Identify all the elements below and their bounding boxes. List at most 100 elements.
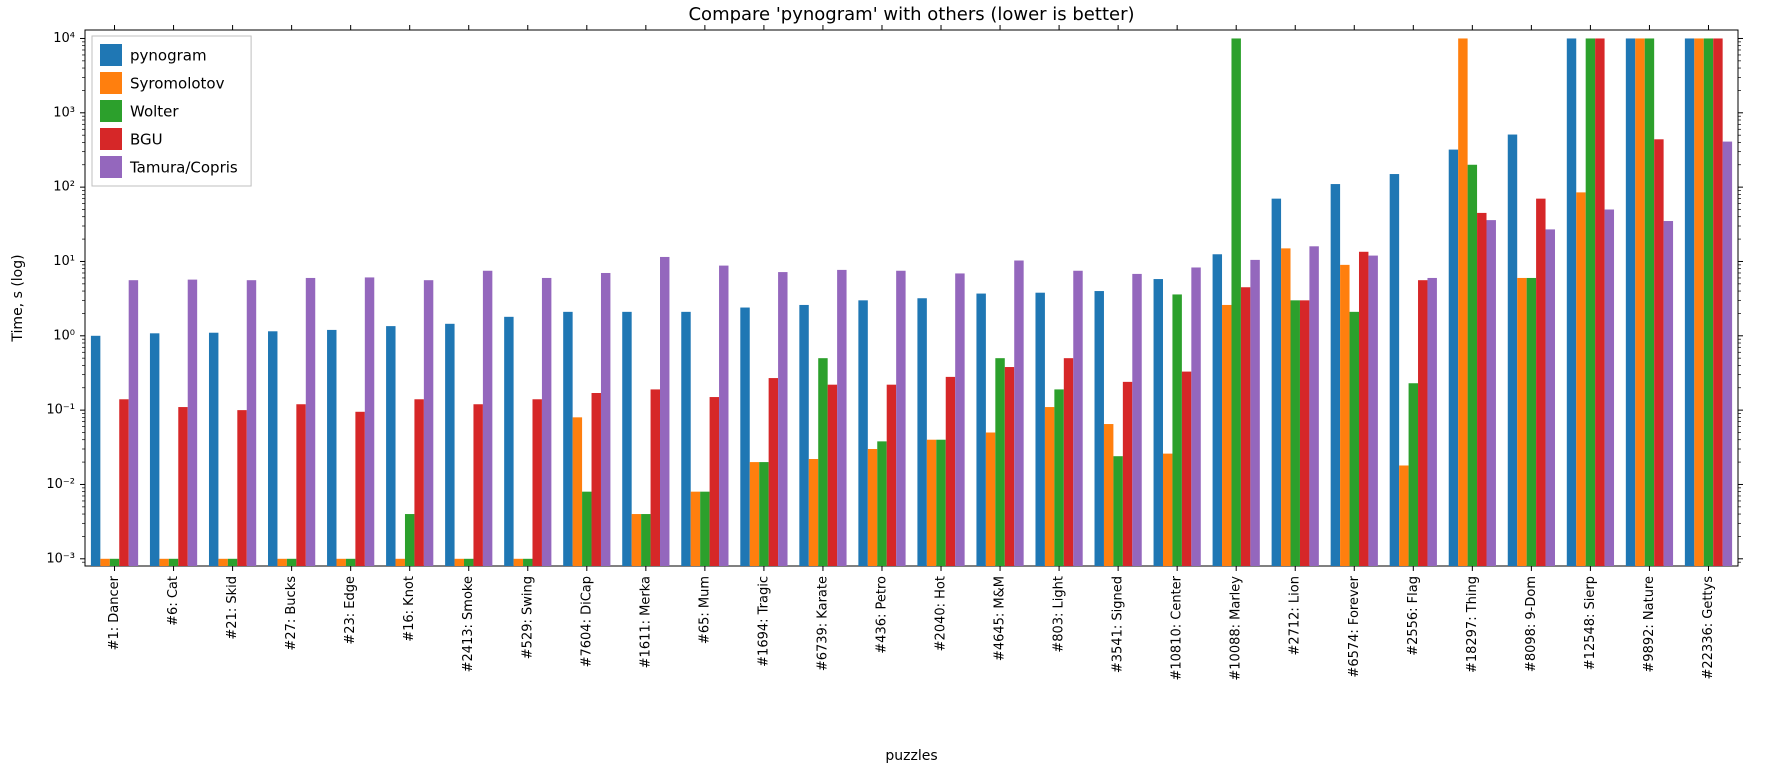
bar — [119, 399, 128, 566]
bar — [346, 559, 355, 566]
legend-swatch — [100, 72, 122, 94]
x-tick-label: #10810: Center — [1170, 575, 1185, 680]
bar — [110, 559, 119, 566]
bar — [159, 559, 168, 566]
bar — [1154, 279, 1163, 566]
bar — [592, 393, 601, 566]
bar — [641, 514, 650, 566]
bar — [818, 358, 827, 566]
bar — [1368, 256, 1377, 566]
bar — [1427, 278, 1436, 566]
bar — [1281, 248, 1290, 566]
bar — [1527, 278, 1536, 566]
bar — [1654, 139, 1663, 566]
y-tick-label: 10⁻³ — [46, 551, 75, 566]
bar — [188, 280, 197, 566]
bar — [355, 412, 364, 566]
x-tick-label: #21: Skid — [225, 576, 240, 640]
bar — [1694, 38, 1703, 566]
x-tick-label: #1611: Merka — [638, 576, 653, 668]
bar — [868, 449, 877, 566]
bar — [946, 377, 955, 566]
bar — [542, 278, 551, 566]
bar — [750, 462, 759, 566]
bar — [632, 514, 641, 566]
bar — [1035, 293, 1044, 566]
bar — [1536, 199, 1545, 566]
x-tick-label: #2712: Lion — [1288, 576, 1303, 656]
bar — [1664, 221, 1673, 566]
bar — [1340, 265, 1349, 566]
bar — [778, 272, 787, 566]
bar — [209, 333, 218, 566]
bar — [1723, 142, 1732, 566]
x-tick-label: #2556: Flag — [1406, 576, 1421, 656]
x-tick-label: #4645: M&M — [993, 576, 1008, 661]
bar — [424, 280, 433, 566]
bar — [995, 358, 1004, 566]
bar — [1399, 465, 1408, 566]
bar — [1487, 220, 1496, 566]
y-tick-label: 10³ — [53, 105, 75, 120]
bar — [1054, 389, 1063, 566]
bar — [1409, 383, 1418, 566]
bar — [1546, 229, 1555, 566]
bar — [986, 433, 995, 566]
bar — [1172, 294, 1181, 566]
bar — [464, 559, 473, 566]
bar — [563, 312, 572, 566]
bar — [1014, 261, 1023, 566]
bar — [532, 399, 541, 566]
bar — [1104, 424, 1113, 566]
bar — [306, 278, 315, 566]
bar — [1359, 252, 1368, 566]
bar — [1073, 271, 1082, 566]
x-tick-label: #12548: Sierp — [1583, 576, 1598, 670]
x-tick-label: #8098: 9-Dom — [1524, 576, 1539, 672]
bar — [976, 294, 985, 566]
bar — [1272, 199, 1281, 566]
legend-label: BGU — [130, 131, 163, 149]
legend-label: pynogram — [130, 47, 207, 65]
x-tick-label: #22336: Gettys — [1701, 576, 1716, 680]
x-tick-label: #18297: Thing — [1465, 576, 1480, 673]
x-tick-label: #7604: DiCap — [579, 576, 594, 667]
bar — [473, 404, 482, 566]
bar — [287, 559, 296, 566]
bar — [651, 389, 660, 566]
bar — [955, 273, 964, 566]
bar — [228, 559, 237, 566]
x-tick-label: #529: Swing — [520, 576, 535, 659]
bar — [1222, 305, 1231, 566]
bar — [877, 441, 886, 566]
bar — [1626, 38, 1635, 566]
bar — [218, 559, 227, 566]
bar — [169, 559, 178, 566]
bar — [1163, 454, 1172, 566]
bar — [277, 559, 286, 566]
bar — [1250, 260, 1259, 566]
bar — [917, 298, 926, 566]
bar — [622, 312, 631, 566]
bar — [936, 440, 945, 566]
bar — [1191, 267, 1200, 566]
bar — [1309, 246, 1318, 566]
bar — [1418, 280, 1427, 566]
bar — [1477, 213, 1486, 566]
bar — [1005, 367, 1014, 566]
bar — [1685, 38, 1694, 566]
bar — [769, 378, 778, 566]
x-tick-label: #27: Bucks — [284, 576, 299, 651]
bar — [1595, 38, 1604, 566]
bar — [178, 407, 187, 566]
bar — [1704, 38, 1713, 566]
bar — [396, 559, 405, 566]
bar — [483, 271, 492, 566]
bar — [1605, 210, 1614, 566]
bar — [365, 277, 374, 566]
bar — [1331, 184, 1340, 566]
bar — [573, 417, 582, 566]
bar — [237, 410, 246, 566]
bar — [445, 324, 454, 566]
bar — [1449, 150, 1458, 566]
